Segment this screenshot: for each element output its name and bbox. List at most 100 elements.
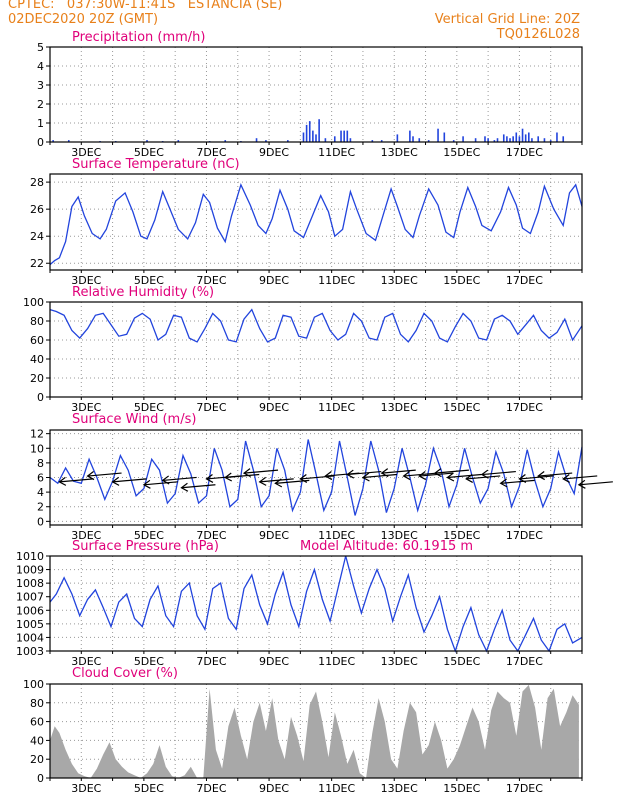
series-line xyxy=(49,308,583,343)
x-tick-label: 5DEC xyxy=(134,146,164,159)
precip-bar xyxy=(487,138,489,142)
x-tick-label: 15DEC xyxy=(443,274,480,287)
y-tick-label: 60 xyxy=(30,334,44,347)
precip-bar xyxy=(380,140,383,142)
wind-arrow xyxy=(259,478,294,483)
x-tick-label: 13DEC xyxy=(381,529,418,542)
precip-bar xyxy=(537,136,539,142)
wind-arrow xyxy=(447,473,482,479)
x-tick-label: 5DEC xyxy=(134,782,164,795)
wind-arrow-head xyxy=(58,476,67,486)
x-tick-label: 15DEC xyxy=(443,146,480,159)
cloud-cover-area xyxy=(50,684,579,778)
precip-bar xyxy=(528,132,530,142)
wind-arrow xyxy=(362,473,397,479)
y-tick-label: 40 xyxy=(30,353,44,366)
wind-arrow-head xyxy=(86,471,95,481)
y-tick-label: 0 xyxy=(37,772,44,785)
wind-arrow-head xyxy=(361,472,370,482)
panel-title: Precipitation (mm/h) xyxy=(72,30,205,45)
y-tick-label: 0 xyxy=(37,136,44,149)
wind-arrow xyxy=(481,470,516,476)
wind-arrow-head xyxy=(161,475,170,485)
x-tick-label: 11DEC xyxy=(318,274,355,287)
x-tick-label: 15DEC xyxy=(443,529,480,542)
y-tick-label: 4 xyxy=(37,60,44,73)
x-tick-label: 17DEC xyxy=(506,146,543,159)
x-tick-label: 17DEC xyxy=(506,529,543,542)
panel-frame xyxy=(49,301,583,398)
precip-bar xyxy=(443,132,446,142)
x-tick-label: 13DEC xyxy=(381,401,418,414)
y-tick-label: 60 xyxy=(30,716,44,729)
wind-arrow xyxy=(434,469,469,474)
precip-bar xyxy=(515,132,518,142)
precip-bar xyxy=(512,136,514,142)
y-tick-label: 100 xyxy=(23,296,44,309)
y-tick-label: 1005 xyxy=(16,618,44,631)
y-tick-label: 80 xyxy=(30,697,44,710)
y-tick-label: 1003 xyxy=(16,645,44,658)
panel-frame xyxy=(49,683,583,779)
y-tick-label: 40 xyxy=(30,734,44,747)
precip-bar xyxy=(412,136,414,142)
panel-title: Cloud Cover (%) xyxy=(72,666,178,681)
precip-bar xyxy=(452,140,455,142)
wind-arrow xyxy=(143,481,178,486)
panel-title: Surface Temperature (nC) xyxy=(72,157,240,172)
series-line xyxy=(49,555,583,654)
y-tick-label: 12 xyxy=(30,428,44,441)
precip-bar xyxy=(484,136,486,142)
x-tick-label: 11DEC xyxy=(318,146,355,159)
wind-arrow-head xyxy=(205,473,214,483)
precip-bar xyxy=(562,136,565,142)
precip-bar xyxy=(437,128,439,142)
precip-bar xyxy=(549,140,552,142)
x-tick-label: 17DEC xyxy=(506,782,543,795)
y-tick-label: 20 xyxy=(30,753,44,766)
x-tick-label: 15DEC xyxy=(443,655,480,668)
y-tick-label: 80 xyxy=(30,315,44,328)
precip-bar xyxy=(343,130,345,142)
x-tick-label: 3DEC xyxy=(71,529,101,542)
y-tick-label: 5 xyxy=(37,41,44,54)
y-tick-label: 1004 xyxy=(16,631,44,644)
y-tick-label: 1009 xyxy=(16,564,44,577)
precip-bar xyxy=(396,134,399,142)
panel-frame xyxy=(49,46,583,143)
wind-arrow-head xyxy=(224,472,233,482)
y-tick-label: 1006 xyxy=(16,604,44,617)
x-tick-label: 13DEC xyxy=(381,655,418,668)
wind-arrow-head xyxy=(346,469,355,479)
panel-annotation: Model Altitude: 60.1915 m xyxy=(300,539,473,554)
y-tick-label: 6 xyxy=(37,472,44,485)
wind-arrow xyxy=(181,484,216,489)
x-tick-label: 13DEC xyxy=(381,146,418,159)
y-tick-label: 1010 xyxy=(16,550,44,563)
y-tick-label: 1007 xyxy=(16,591,44,604)
x-tick-label: 7DEC xyxy=(196,274,226,287)
x-tick-label: 11DEC xyxy=(318,782,355,795)
x-tick-label: 7DEC xyxy=(196,401,226,414)
wind-arrow-head xyxy=(324,471,333,481)
wind-arrow xyxy=(538,472,573,477)
x-tick-label: 17DEC xyxy=(506,274,543,287)
x-tick-label: 7DEC xyxy=(196,529,226,542)
wind-arrow-head xyxy=(465,473,473,483)
wind-arrow-head xyxy=(380,468,389,478)
wind-arrow-head xyxy=(499,478,508,488)
precip-bar xyxy=(224,140,227,142)
wind-arrow xyxy=(519,475,554,480)
y-tick-label: 3 xyxy=(37,79,44,92)
y-tick-label: 10 xyxy=(30,442,44,455)
y-tick-label: 100 xyxy=(23,678,44,691)
x-tick-label: 3DEC xyxy=(71,655,101,668)
x-tick-label: 13DEC xyxy=(381,782,418,795)
precip-bar xyxy=(302,132,305,142)
precip-bar xyxy=(409,130,411,142)
precip-bar xyxy=(146,140,148,142)
wind-arrow xyxy=(578,481,613,486)
x-tick-label: 3DEC xyxy=(71,146,101,159)
panel-frame xyxy=(49,555,583,652)
wind-arrow-head xyxy=(537,471,545,481)
